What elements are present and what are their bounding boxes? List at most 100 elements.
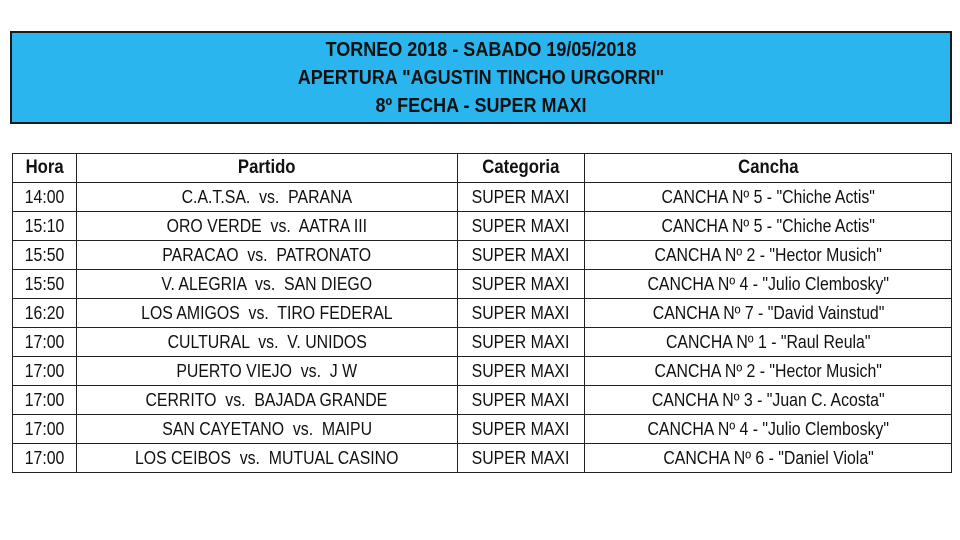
schedule-table: Hora Partido Categoria Cancha 14:00 C.A.T.SA… — [12, 153, 952, 473]
cell-text: 15:50 — [24, 244, 65, 265]
cell-text: 17:00 — [24, 331, 65, 352]
cell-categoria: SUPER MAXI — [456, 385, 586, 415]
cell-text: SAN CAYETANO vs. MAIPU — [161, 418, 372, 439]
table-row: 17:00 SAN CAYETANO vs. MAIPU SUPER MAXI CAN… — [12, 414, 952, 444]
cell-text: 17:00 — [24, 447, 65, 468]
cell-hora: 15:50 — [12, 269, 77, 299]
table-header-row: Hora Partido Categoria Cancha — [12, 153, 952, 183]
cell-categoria: SUPER MAXI — [456, 240, 586, 270]
cell-text: CERRITO vs. BAJADA GRANDE — [145, 389, 388, 410]
cell-text: SUPER MAXI — [472, 302, 570, 323]
cell-hora: 16:20 — [12, 298, 77, 328]
cell-hora: 17:00 — [12, 385, 77, 415]
cell-text: CANCHA Nº 7 - "David Vainstud" — [652, 302, 884, 323]
cell-text: 17:00 — [24, 360, 65, 381]
title-line-3: 8º FECHA - SUPER MAXI — [375, 95, 587, 117]
column-header-label: Partido — [237, 157, 296, 178]
cell-text: PARACAO vs. PATRONATO — [162, 244, 372, 265]
cell-hora: 17:00 — [12, 414, 77, 444]
table-row: 15:50 V. ALEGRIA vs. SAN DIEGO SUPER MAXI C… — [12, 269, 952, 299]
cell-hora: 15:50 — [12, 240, 77, 270]
cell-text: SUPER MAXI — [472, 418, 570, 439]
cell-text: SUPER MAXI — [472, 447, 570, 468]
cell-text: CANCHA Nº 4 - "Julio Clembosky" — [647, 418, 889, 439]
cell-categoria: SUPER MAXI — [456, 327, 586, 357]
cell-hora: 17:00 — [12, 327, 77, 357]
cell-partido: ORO VERDE vs. AATRA III — [75, 211, 458, 241]
cell-hora: 17:00 — [12, 443, 77, 473]
cell-cancha: CANCHA Nº 7 - "David Vainstud" — [584, 298, 952, 328]
cell-text: CANCHA Nº 2 - "Hector Musich" — [654, 244, 882, 265]
cell-partido: SAN CAYETANO vs. MAIPU — [75, 414, 458, 444]
cell-partido: V. ALEGRIA vs. SAN DIEGO — [75, 269, 458, 299]
table-row: 17:00 PUERTO VIEJO vs. J W SUPER MAXI CANCH… — [12, 356, 952, 386]
cell-text: SUPER MAXI — [472, 215, 570, 236]
cell-categoria: SUPER MAXI — [456, 211, 586, 241]
cell-text: SUPER MAXI — [472, 389, 570, 410]
table-row: 17:00 CULTURAL vs. V. UNIDOS SUPER MAXI CAN… — [12, 327, 952, 357]
cell-text: CANCHA Nº 4 - "Julio Clembosky" — [647, 273, 889, 294]
cell-text: CANCHA Nº 5 - "Chiche Actis" — [661, 186, 875, 207]
column-header-hora: Hora — [12, 153, 77, 183]
cell-text: PUERTO VIEJO vs. J W — [176, 360, 358, 381]
cell-text: SUPER MAXI — [472, 186, 570, 207]
cell-text: CANCHA Nº 3 - "Juan C. Acosta" — [651, 389, 885, 410]
column-header-label: Cancha — [738, 157, 799, 178]
column-header-partido: Partido — [75, 153, 458, 183]
cell-text: 17:00 — [24, 418, 65, 439]
table-row: 16:20 LOS AMIGOS vs. TIRO FEDERAL SUPER MA… — [12, 298, 952, 328]
cell-partido: C.A.T.SA. vs. PARANA — [75, 182, 458, 212]
cell-text: 15:10 — [24, 215, 65, 236]
column-header-categoria: Categoria — [456, 153, 586, 183]
cell-categoria: SUPER MAXI — [456, 356, 586, 386]
title-banner: TORNEO 2018 - SABADO 19/05/2018 APERTURA… — [10, 31, 952, 124]
cell-text: 14:00 — [24, 186, 65, 207]
column-header-label: Categoria — [482, 157, 560, 178]
cell-categoria: SUPER MAXI — [456, 443, 586, 473]
title-line-1: TORNEO 2018 - SABADO 19/05/2018 — [325, 39, 637, 61]
cell-text: 17:00 — [24, 389, 65, 410]
cell-cancha: CANCHA Nº 4 - "Julio Clembosky" — [584, 269, 952, 299]
table-row: 15:50 PARACAO vs. PATRONATO SUPER MAXI CANC… — [12, 240, 952, 270]
cell-categoria: SUPER MAXI — [456, 182, 586, 212]
cell-text: CANCHA Nº 5 - "Chiche Actis" — [661, 215, 875, 236]
cell-text: C.A.T.SA. vs. PARANA — [181, 186, 352, 207]
cell-categoria: SUPER MAXI — [456, 269, 586, 299]
cell-hora: 15:10 — [12, 211, 77, 241]
table-row: 15:10 ORO VERDE vs. AATRA III SUPER MAXI CA… — [12, 211, 952, 241]
column-header-cancha: Cancha — [584, 153, 952, 183]
cell-text: SUPER MAXI — [472, 331, 570, 352]
cell-text: CANCHA Nº 1 - "Raul Reula" — [665, 331, 871, 352]
table-row: 17:00 LOS CEIBOS vs. MUTUAL CASINO SUPER M… — [12, 443, 952, 473]
cell-partido: CERRITO vs. BAJADA GRANDE — [75, 385, 458, 415]
cell-text: 15:50 — [24, 273, 65, 294]
title-line-2: APERTURA "AGUSTIN TINCHO URGORRI" — [297, 67, 665, 89]
cell-cancha: CANCHA Nº 5 - "Chiche Actis" — [584, 182, 952, 212]
cell-partido: LOS AMIGOS vs. TIRO FEDERAL — [75, 298, 458, 328]
cell-partido: PARACAO vs. PATRONATO — [75, 240, 458, 270]
cell-text: LOS CEIBOS vs. MUTUAL CASINO — [134, 447, 399, 468]
cell-text: V. ALEGRIA vs. SAN DIEGO — [161, 273, 373, 294]
cell-categoria: SUPER MAXI — [456, 414, 586, 444]
cell-text: SUPER MAXI — [472, 244, 570, 265]
cell-categoria: SUPER MAXI — [456, 298, 586, 328]
cell-partido: PUERTO VIEJO vs. J W — [75, 356, 458, 386]
cell-cancha: CANCHA Nº 4 - "Julio Clembosky" — [584, 414, 952, 444]
cell-text: CANCHA Nº 6 - "Daniel Viola" — [663, 447, 874, 468]
cell-cancha: CANCHA Nº 1 - "Raul Reula" — [584, 327, 952, 357]
cell-text: CANCHA Nº 2 - "Hector Musich" — [654, 360, 882, 381]
cell-text: SUPER MAXI — [472, 360, 570, 381]
cell-hora: 17:00 — [12, 356, 77, 386]
cell-partido: CULTURAL vs. V. UNIDOS — [75, 327, 458, 357]
cell-cancha: CANCHA Nº 2 - "Hector Musich" — [584, 240, 952, 270]
cell-text: SUPER MAXI — [472, 273, 570, 294]
cell-cancha: CANCHA Nº 5 - "Chiche Actis" — [584, 211, 952, 241]
cell-text: CULTURAL vs. V. UNIDOS — [167, 331, 367, 352]
cell-text: LOS AMIGOS vs. TIRO FEDERAL — [140, 302, 393, 323]
cell-hora: 14:00 — [12, 182, 77, 212]
cell-cancha: CANCHA Nº 6 - "Daniel Viola" — [584, 443, 952, 473]
column-header-label: Hora — [25, 157, 64, 178]
cell-cancha: CANCHA Nº 2 - "Hector Musich" — [584, 356, 952, 386]
table-row: 17:00 CERRITO vs. BAJADA GRANDE SUPER MAXI… — [12, 385, 952, 415]
cell-text: ORO VERDE vs. AATRA III — [166, 215, 367, 236]
